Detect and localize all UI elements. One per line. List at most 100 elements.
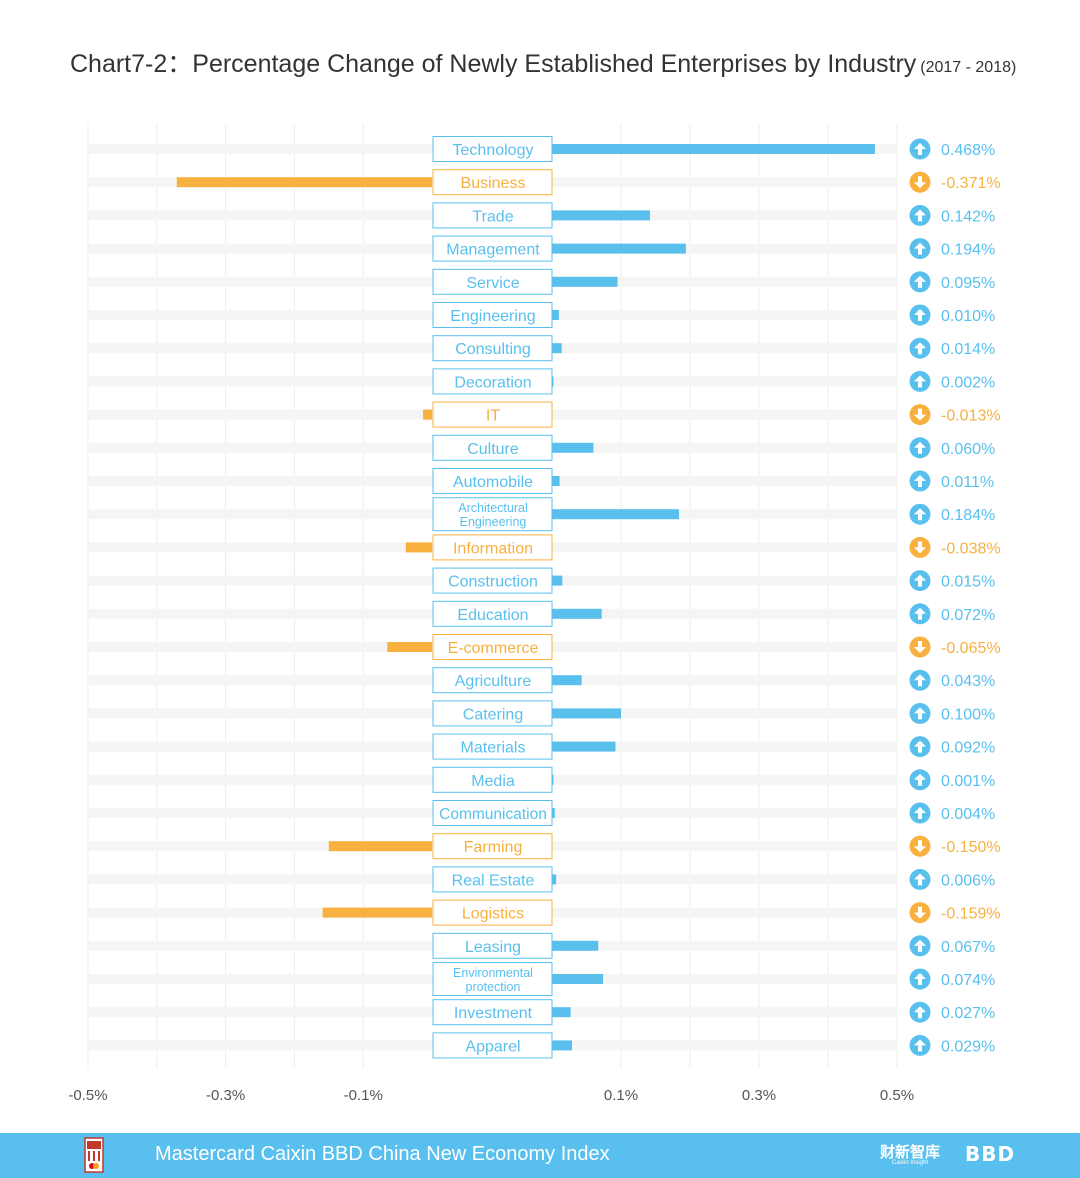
category-label: Management: [446, 242, 540, 259]
value-label: 0.027%: [941, 1005, 995, 1022]
category-label: Trade: [472, 208, 513, 225]
value-label: 0.002%: [941, 374, 995, 391]
category-box: [432, 833, 553, 860]
bar: [552, 675, 582, 686]
up-arrow-glyph: [914, 973, 926, 985]
bar: [552, 575, 563, 586]
value-label: 0.060%: [941, 441, 995, 458]
up-arrow-glyph: [914, 309, 926, 321]
category-box-tall: [432, 962, 553, 996]
bar: [552, 343, 562, 354]
category-box: [432, 600, 553, 627]
category-box: [432, 368, 553, 395]
category-label: Technology: [453, 142, 534, 159]
down-arrow-glyph: [914, 541, 926, 554]
up-arrow-glyph: [914, 441, 926, 454]
bar: [552, 310, 559, 320]
x-tick-label: 0.5%: [880, 1087, 914, 1104]
category-box: [432, 634, 553, 660]
value-label: -0.159%: [941, 906, 1001, 923]
category-label: Education: [457, 607, 528, 624]
bar: [176, 177, 432, 188]
up-arrow-glyph: [914, 939, 926, 952]
category-box-tall: [432, 497, 553, 532]
value-label: 0.014%: [941, 341, 995, 358]
value-label: 0.006%: [941, 872, 995, 889]
category-box: [432, 302, 553, 328]
bar: [552, 774, 554, 785]
category-label: Materials: [461, 740, 526, 757]
category-box: [432, 700, 553, 727]
category-label: Media: [471, 773, 515, 790]
value-label: 0.043%: [941, 673, 995, 690]
value-label: 0.011%: [941, 474, 994, 491]
category-box: [432, 169, 553, 196]
chart-title: Chart7-2：Percentage Change of Newly Esta…: [70, 44, 1016, 80]
up-arrow-glyph: [914, 375, 926, 388]
category-box: [432, 202, 553, 229]
category-box: [432, 434, 553, 461]
bar: [552, 940, 599, 951]
up-arrow-glyph: [914, 1039, 926, 1052]
category-box: [432, 766, 553, 793]
category-label: Automobile: [453, 474, 533, 491]
category-box: [432, 667, 553, 694]
up-arrow-glyph: [914, 508, 926, 521]
up-arrow-glyph: [914, 707, 926, 720]
up-arrow-glyph: [914, 674, 926, 687]
index-logo-icon: [84, 1137, 104, 1173]
bar: [552, 1040, 573, 1051]
down-arrow-glyph: [914, 906, 926, 919]
value-label: 0.184%: [941, 507, 995, 524]
bar: [405, 542, 432, 553]
down-arrow-glyph: [914, 641, 926, 653]
category-label: IT: [486, 408, 500, 425]
chart-title-main: Chart7-2：Percentage Change of Newly Esta…: [70, 50, 917, 78]
down-arrow-glyph: [914, 176, 926, 189]
category-label: Real Estate: [452, 872, 535, 889]
category-label: Consulting: [455, 341, 531, 358]
value-label: 0.067%: [941, 939, 995, 956]
down-arrow-glyph: [914, 408, 926, 421]
category-label: Construction: [448, 574, 538, 591]
bar: [552, 243, 686, 254]
category-box: [432, 268, 553, 295]
down-arrow-glyph: [914, 840, 926, 853]
bar: [552, 376, 554, 387]
footer-bar: Mastercard Caixin BBD China New Economy …: [0, 1133, 1080, 1178]
up-arrow-glyph: [914, 475, 926, 487]
value-label: 0.004%: [941, 806, 995, 823]
up-arrow-glyph: [914, 607, 926, 620]
category-box: [432, 567, 553, 594]
up-arrow-glyph: [914, 1006, 926, 1019]
category-box: [432, 136, 553, 162]
bar: [552, 708, 621, 719]
bar: [552, 276, 618, 287]
x-tick-label: -0.1%: [344, 1087, 383, 1104]
up-arrow-glyph: [914, 209, 926, 222]
category-label: Agriculture: [455, 673, 532, 690]
chart-title-period: (2017 - 2018): [920, 59, 1017, 76]
x-tick-label: -0.3%: [206, 1087, 245, 1104]
up-arrow-glyph: [914, 574, 926, 587]
category-label-line1: Architectural: [458, 501, 527, 515]
value-label: 0.142%: [941, 208, 995, 225]
up-arrow-glyph: [914, 873, 926, 886]
bar: [552, 476, 560, 486]
category-box: [432, 999, 553, 1026]
up-arrow-glyph: [914, 275, 926, 288]
bar: [552, 741, 616, 752]
category-box: [432, 235, 553, 262]
category-box: [432, 1032, 553, 1059]
bar: [328, 841, 432, 852]
category-box: [432, 468, 553, 494]
category-box: [432, 800, 553, 826]
category-box: [432, 401, 553, 428]
category-label: E-commerce: [448, 640, 539, 657]
value-label: -0.150%: [941, 839, 1001, 856]
up-arrow-glyph: [914, 342, 926, 355]
value-label: -0.065%: [941, 640, 1001, 657]
category-label: Engineering: [450, 308, 535, 325]
value-label: 0.194%: [941, 242, 995, 259]
bar: [552, 808, 555, 818]
